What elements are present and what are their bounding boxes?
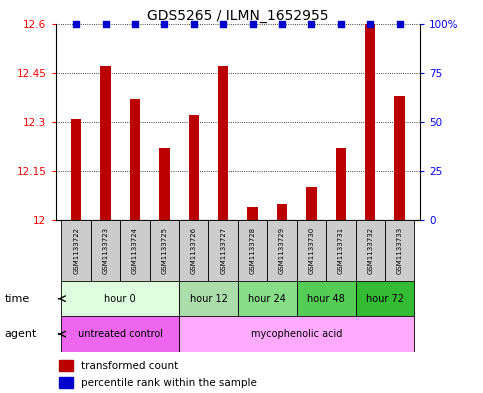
Text: hour 72: hour 72 bbox=[366, 294, 404, 304]
Point bbox=[396, 21, 403, 27]
Text: hour 12: hour 12 bbox=[189, 294, 227, 304]
Text: hour 48: hour 48 bbox=[307, 294, 345, 304]
Bar bbox=[159, 148, 170, 220]
Bar bbox=[355, 220, 385, 281]
Text: GSM1133732: GSM1133732 bbox=[367, 227, 373, 274]
Bar bbox=[355, 281, 414, 316]
Point bbox=[190, 21, 198, 27]
Bar bbox=[91, 220, 120, 281]
Bar bbox=[179, 316, 414, 352]
Text: GSM1133723: GSM1133723 bbox=[102, 227, 109, 274]
Bar bbox=[247, 207, 258, 220]
Text: GSM1133726: GSM1133726 bbox=[191, 227, 197, 274]
Bar bbox=[61, 281, 179, 316]
Text: time: time bbox=[5, 294, 30, 304]
Bar bbox=[395, 95, 405, 220]
Point bbox=[72, 21, 80, 27]
Text: GSM1133728: GSM1133728 bbox=[250, 227, 256, 274]
Bar bbox=[189, 115, 199, 220]
Text: mycophenolic acid: mycophenolic acid bbox=[251, 329, 342, 339]
Text: untreated control: untreated control bbox=[78, 329, 163, 339]
Bar bbox=[179, 220, 209, 281]
Bar bbox=[120, 220, 150, 281]
Text: hour 0: hour 0 bbox=[104, 294, 136, 304]
Text: hour 24: hour 24 bbox=[248, 294, 286, 304]
Bar bbox=[179, 281, 238, 316]
Bar bbox=[297, 281, 355, 316]
Text: GSM1133729: GSM1133729 bbox=[279, 227, 285, 274]
Point bbox=[131, 21, 139, 27]
Text: GSM1133724: GSM1133724 bbox=[132, 227, 138, 274]
Bar bbox=[71, 119, 81, 220]
Bar bbox=[336, 148, 346, 220]
Text: transformed count: transformed count bbox=[81, 361, 178, 371]
Title: GDS5265 / ILMN_1652955: GDS5265 / ILMN_1652955 bbox=[147, 9, 328, 22]
Text: agent: agent bbox=[5, 329, 37, 339]
Text: GSM1133733: GSM1133733 bbox=[397, 227, 403, 274]
Bar bbox=[100, 66, 111, 220]
Point bbox=[102, 21, 110, 27]
Text: GSM1133725: GSM1133725 bbox=[161, 227, 167, 274]
Bar bbox=[59, 377, 73, 388]
Text: GSM1133731: GSM1133731 bbox=[338, 227, 344, 274]
Text: GSM1133722: GSM1133722 bbox=[73, 227, 79, 274]
Bar bbox=[306, 187, 316, 220]
Point bbox=[249, 21, 256, 27]
Bar bbox=[209, 220, 238, 281]
Point bbox=[337, 21, 345, 27]
Bar bbox=[61, 220, 91, 281]
Bar bbox=[150, 220, 179, 281]
Bar bbox=[130, 99, 140, 220]
Bar bbox=[267, 220, 297, 281]
Text: GSM1133727: GSM1133727 bbox=[220, 227, 226, 274]
Point bbox=[366, 21, 374, 27]
Point bbox=[308, 21, 315, 27]
Bar bbox=[61, 316, 179, 352]
Text: percentile rank within the sample: percentile rank within the sample bbox=[81, 378, 256, 388]
Bar bbox=[326, 220, 355, 281]
Point bbox=[219, 21, 227, 27]
Bar bbox=[385, 220, 414, 281]
Point bbox=[160, 21, 168, 27]
Bar bbox=[59, 360, 73, 371]
Bar bbox=[365, 24, 375, 220]
Bar bbox=[238, 281, 297, 316]
Bar bbox=[238, 220, 267, 281]
Point bbox=[278, 21, 286, 27]
Text: GSM1133730: GSM1133730 bbox=[309, 227, 314, 274]
Bar bbox=[218, 66, 228, 220]
Bar bbox=[277, 204, 287, 220]
Bar bbox=[297, 220, 326, 281]
